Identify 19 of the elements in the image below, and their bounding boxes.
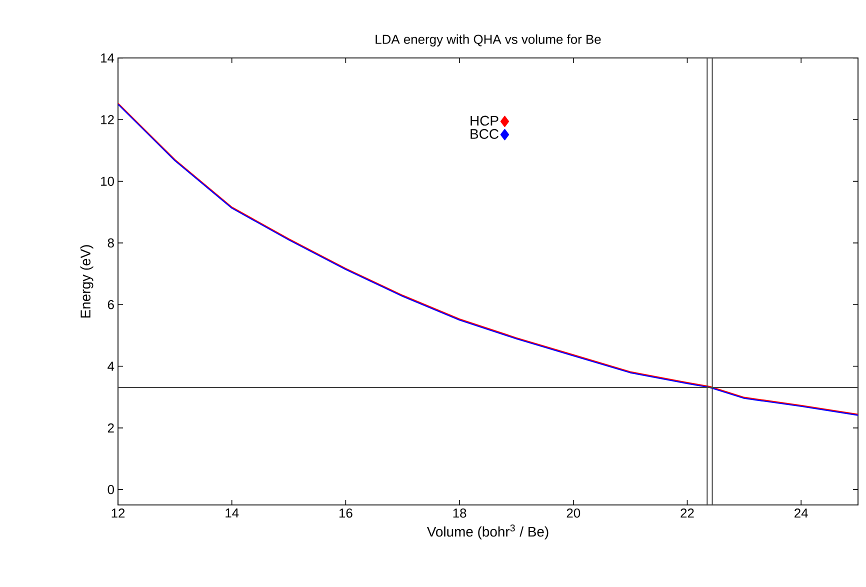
y-tick-label: 14 [101,54,114,62]
x-tick-label: 22 [680,508,694,518]
y-tick-label: 2 [108,423,114,432]
x-axis-title: Volume (bohr$^{3}$ / Be) [426,524,548,540]
x-tick-label: 20 [566,508,580,518]
chart-title: LDA energy with QHA vs volume for Be [376,34,601,46]
y-tick-label: 0 [108,484,114,494]
y-tick-label: 10 [101,176,114,186]
x-tick-label: 24 [794,508,808,518]
y-tick-label: 4 [108,362,114,371]
y-axis-title: Energy (eV) [80,245,94,318]
x-tick-label: 14 [226,508,239,518]
y-tick-label: 6 [108,300,114,310]
y-tick-label: 8 [108,238,114,248]
legend-label: BCC [470,129,498,139]
x-tick-label: 16 [339,508,352,518]
x-tick-label: 18 [453,508,466,518]
legend-label: HCP [470,116,498,126]
y-tick-label: 12 [101,115,114,124]
